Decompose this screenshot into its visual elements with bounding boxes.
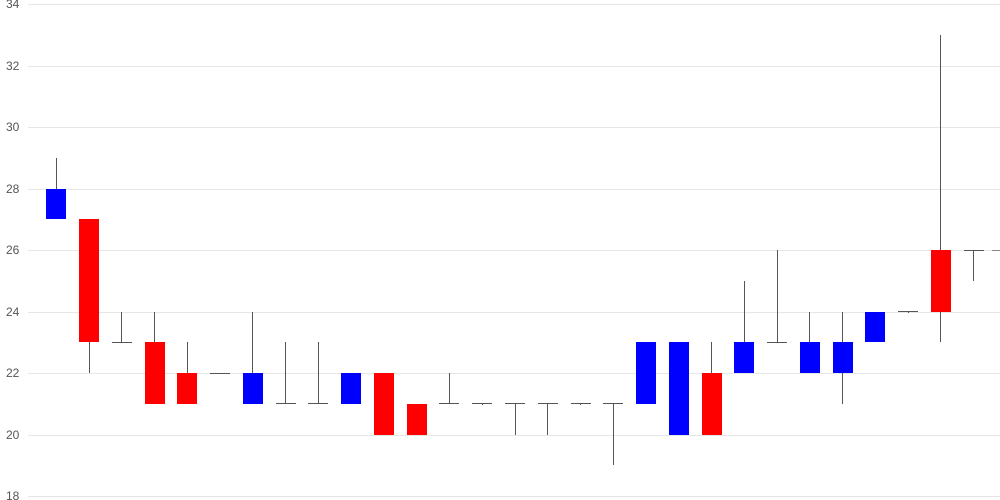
y-axis-label: 32 (6, 59, 19, 73)
candle-wick (777, 250, 778, 342)
grid-line (28, 4, 1000, 5)
candle-body (702, 373, 722, 435)
candle-doji (112, 342, 132, 343)
grid-line (28, 127, 1000, 128)
candle-wick (547, 404, 548, 435)
grid-line (28, 312, 1000, 313)
y-axis-label: 26 (6, 243, 19, 257)
y-axis-label: 24 (6, 305, 19, 319)
candle-wick (515, 404, 516, 435)
candle-wick (285, 342, 286, 404)
candle-body (833, 342, 853, 373)
candle-doji (210, 373, 230, 374)
y-axis-label: 22 (6, 366, 19, 380)
candle-wick (973, 250, 974, 281)
candle-body (145, 342, 165, 404)
candle-body (800, 342, 820, 373)
candle-doji (964, 250, 984, 251)
candle-doji (439, 403, 459, 404)
candle-wick (449, 373, 450, 404)
candle-body (79, 219, 99, 342)
candle-doji (472, 403, 492, 404)
candle-doji (538, 403, 558, 404)
candle-doji (767, 342, 787, 343)
candle-body (734, 342, 754, 373)
y-axis-label: 30 (6, 120, 19, 134)
candle-body (669, 342, 689, 434)
candle-doji (603, 403, 623, 404)
price-marker (992, 250, 1000, 251)
grid-line (28, 66, 1000, 67)
grid-line (28, 250, 1000, 251)
candle-doji (308, 403, 328, 404)
candle-doji (276, 403, 296, 404)
grid-line (28, 189, 1000, 190)
grid-line (28, 373, 1000, 374)
y-axis-label: 34 (6, 0, 19, 11)
candle-body (865, 312, 885, 343)
grid-line (28, 496, 1000, 497)
y-axis-label: 20 (6, 428, 19, 442)
candle-wick (318, 342, 319, 404)
candle-body (407, 404, 427, 435)
candle-body (46, 189, 66, 220)
candle-body (374, 373, 394, 435)
candle-doji (571, 403, 591, 404)
candlestick-chart: 18 20 22 24 26 28 30 32 34 (0, 0, 1000, 500)
candle-body (636, 342, 656, 404)
candle-body (243, 373, 263, 404)
grid-line (28, 435, 1000, 436)
y-axis-label: 18 (6, 489, 19, 500)
candle-wick (613, 404, 614, 466)
candle-body (177, 373, 197, 404)
candle-doji (898, 311, 918, 312)
candle-doji (505, 403, 525, 404)
candle-wick (121, 312, 122, 343)
y-axis-label: 28 (6, 182, 19, 196)
candle-body (341, 373, 361, 404)
candle-body (931, 250, 951, 312)
